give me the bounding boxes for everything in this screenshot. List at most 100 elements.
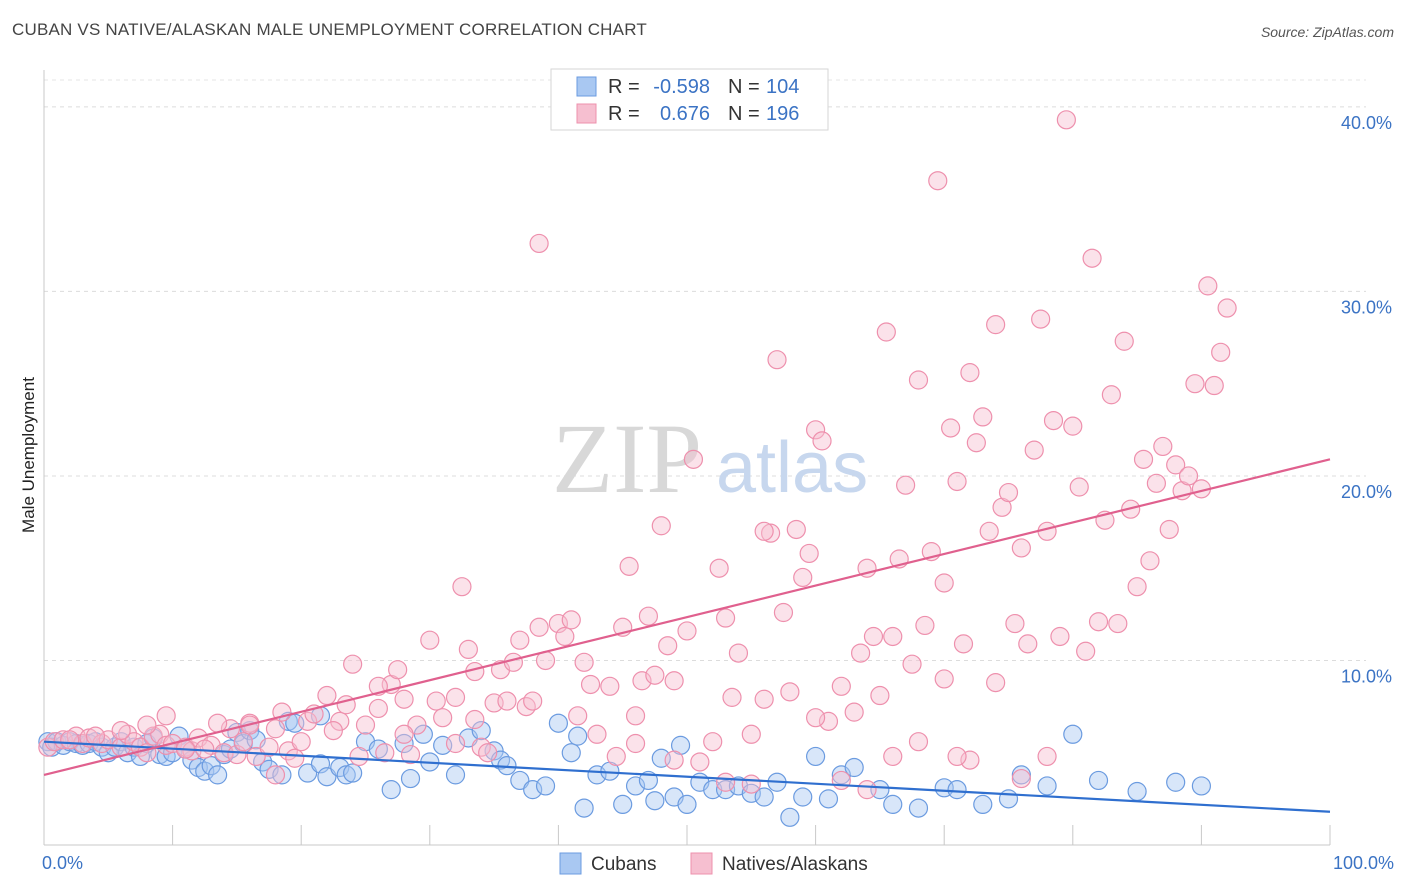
point-natives-99 [812, 431, 832, 451]
point-natives-40 [375, 743, 395, 763]
point-natives-82 [683, 449, 704, 469]
point-natives-107 [876, 322, 896, 342]
point-cubans-65 [568, 726, 588, 746]
point-natives-86 [715, 608, 736, 628]
point-natives-146 [1127, 577, 1147, 597]
point-natives-83 [690, 752, 710, 772]
point-natives-27 [259, 737, 279, 757]
bottom-legend-label-cubans: Cubans [591, 854, 657, 875]
point-cubans-100 [1088, 770, 1109, 791]
axes-layer [43, 70, 1331, 846]
point-cubans-84 [780, 807, 800, 827]
point-cubans-39 [298, 763, 318, 783]
point-natives-155 [1185, 374, 1205, 394]
point-natives-152 [1166, 455, 1186, 475]
point-cubans-63 [548, 713, 569, 733]
point-cubans-61 [523, 780, 543, 800]
point-cubans-99 [1063, 724, 1083, 744]
point-natives-150 [1153, 436, 1173, 457]
point-natives-111 [902, 654, 922, 674]
point-natives-129 [1018, 634, 1038, 654]
trend-layer [43, 458, 1331, 813]
point-natives-192 [137, 715, 157, 735]
point-natives-177 [754, 521, 774, 541]
point-cubans-103 [1191, 776, 1212, 796]
point-cubans-92 [908, 798, 929, 818]
point-natives-103 [851, 643, 871, 663]
point-natives-67 [568, 706, 588, 726]
point-natives-128 [1011, 538, 1031, 558]
point-natives-95 [786, 519, 806, 540]
grid-layer [44, 79, 1366, 661]
point-cubans-60 [510, 770, 530, 791]
watermark-atlas: atlas [716, 428, 868, 508]
point-natives-134 [1050, 626, 1070, 647]
point-natives-166 [934, 669, 954, 689]
point-natives-172 [625, 733, 646, 754]
point-natives-105 [863, 626, 884, 647]
point-natives-32 [298, 711, 318, 731]
point-natives-161 [805, 708, 826, 728]
point-natives-179 [465, 709, 485, 730]
point-natives-184 [323, 720, 343, 741]
point-natives-62 [529, 617, 549, 637]
point-natives-108 [883, 626, 903, 647]
point-natives-47 [426, 691, 446, 711]
point-natives-78 [651, 516, 671, 536]
point-natives-69 [580, 674, 601, 695]
point-cubans-42 [317, 767, 337, 787]
point-natives-13 [143, 726, 163, 746]
point-natives-186 [265, 765, 286, 785]
point-natives-76 [638, 606, 659, 626]
point-natives-50 [452, 577, 472, 597]
point-natives-160 [1217, 298, 1237, 318]
point-natives-65 [555, 626, 575, 647]
point-natives-175 [741, 774, 761, 794]
point-natives-185 [285, 748, 305, 768]
point-natives-9 [117, 724, 138, 744]
point-natives-94 [780, 682, 800, 702]
point-natives-39 [368, 698, 388, 719]
point-natives-92 [767, 350, 787, 370]
trend-line-cubans [43, 740, 1331, 813]
point-natives-116 [934, 573, 954, 593]
point-natives-140 [1088, 612, 1109, 632]
point-cubans-102 [1166, 772, 1186, 792]
point-natives-188 [208, 713, 228, 733]
point-natives-79 [658, 636, 678, 656]
point-natives-142 [1101, 385, 1121, 405]
point-cubans-87 [818, 789, 839, 809]
point-cubans-64 [561, 743, 581, 763]
point-natives-57 [497, 691, 517, 711]
watermark-zip: ZIP [552, 403, 702, 514]
point-natives-122 [973, 407, 993, 427]
point-natives-110 [896, 475, 916, 495]
point-natives-119 [953, 634, 974, 654]
point-natives-68 [574, 652, 594, 672]
point-natives-51 [458, 639, 478, 660]
point-cubans-67 [587, 765, 607, 785]
point-cubans-36 [272, 765, 292, 785]
series-legend: Cubans Natives/Alaskans [559, 852, 868, 875]
point-natives-131 [1031, 309, 1051, 329]
y-tick-label-3: 40.0% [1341, 113, 1392, 133]
legend-r-value-cubans: -0.598 [653, 76, 710, 98]
point-natives-168 [986, 673, 1006, 693]
legend-swatch-cubans [576, 76, 597, 97]
chart-title: CUBAN VS NATIVE/ALASKAN MALE UNEMPLOYMEN… [12, 20, 647, 39]
point-natives-89 [741, 724, 761, 744]
point-natives-154 [1178, 466, 1199, 486]
point-natives-45 [407, 715, 427, 735]
point-natives-90 [754, 689, 774, 709]
point-natives-77 [645, 665, 665, 685]
point-natives-93 [773, 602, 794, 623]
point-natives-98 [805, 420, 826, 440]
point-natives-48 [433, 708, 453, 728]
point-cubans-66 [574, 798, 594, 818]
legend-n-label-natives: N = [728, 103, 760, 125]
point-natives-173 [664, 750, 684, 770]
point-natives-71 [600, 676, 620, 696]
point-natives-96 [793, 567, 813, 588]
watermark: ZIP atlas [552, 403, 868, 514]
point-natives-147 [1133, 449, 1154, 469]
